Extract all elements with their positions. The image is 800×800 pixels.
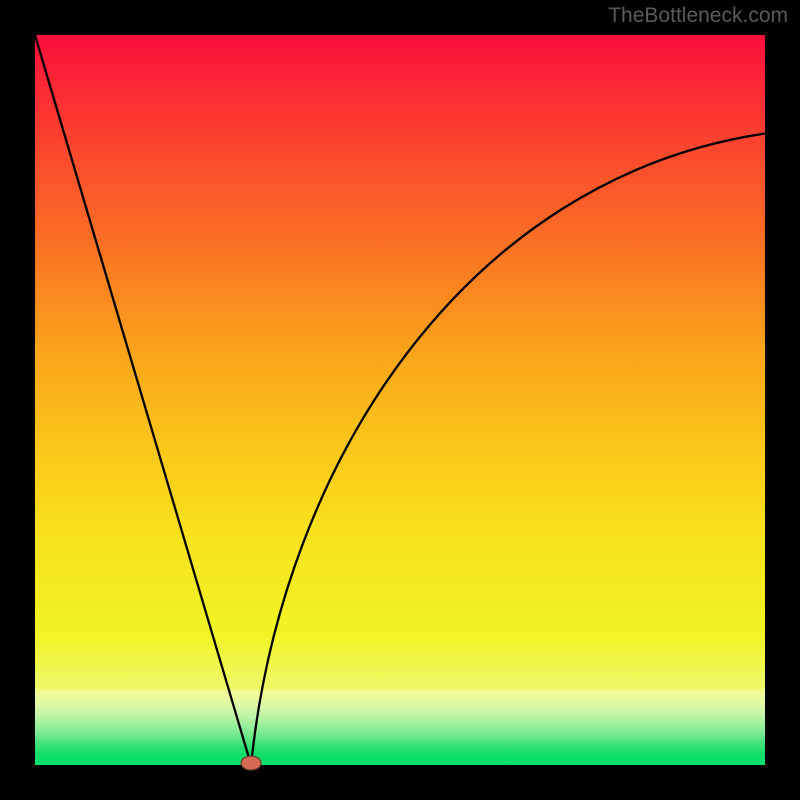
watermark-text: TheBottleneck.com xyxy=(608,4,788,28)
chart-container: TheBottleneck.com xyxy=(0,0,800,800)
chart-svg xyxy=(0,0,800,800)
plot-background xyxy=(35,35,765,765)
minimum-marker xyxy=(241,756,261,770)
